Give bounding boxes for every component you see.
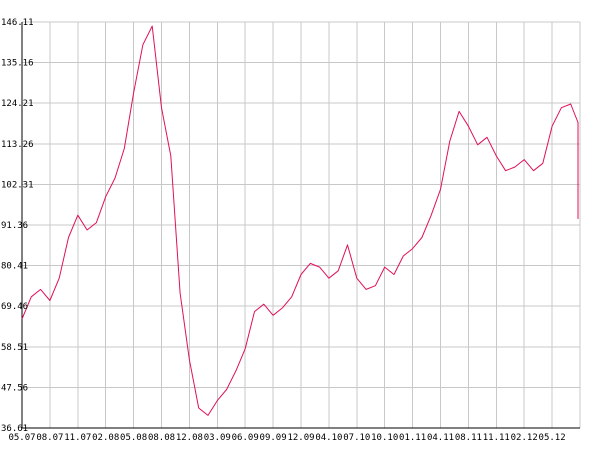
x-tick-label: 02.08 [92,433,119,443]
x-tick-label: 12.09 [287,433,314,443]
y-tick-label: 124.21 [1,99,34,109]
y-tick-label: 135.16 [1,59,34,69]
x-tick-label: 03.09 [204,433,231,443]
x-tick-label: 01.11 [399,433,426,443]
x-tick-label: 02.12 [511,433,538,443]
y-tick-label: 36.61 [1,424,28,434]
y-tick-label: 113.26 [1,140,34,150]
x-tick-label: 05.08 [120,433,147,443]
x-tick-label: 06.09 [232,433,259,443]
x-tick-label: 08.07 [36,433,63,443]
x-tick-label: 12.08 [176,433,203,443]
series-line-0 [21,25,579,416]
x-tick-label: 04.10 [315,433,342,443]
x-tick-label: 11.11 [483,433,510,443]
x-tick-label: 08.08 [148,433,175,443]
x-tick-label: 07.10 [343,433,370,443]
y-tick-labels: 36.61 47.56 58.51 69.46 80.41 91.36 102.31 113.… [1,18,34,434]
x-tick-label: 08.11 [455,433,482,443]
x-tick-label: 04.11 [427,433,454,443]
y-tick-label: 80.41 [1,262,28,272]
x-tick-label: 09.09 [260,433,287,443]
axes [21,22,580,429]
x-tick-label: 10.10 [371,433,398,443]
y-tick-label: 146.11 [1,18,34,28]
grid-lines [21,21,581,428]
x-tick-labels: 05.07 08.07 11.07 02.08 05.08 08.08 12.08 03.09… [8,433,565,443]
y-tick-label: 58.51 [1,343,28,353]
x-tick-label: 05.12 [539,433,566,443]
y-tick-label: 91.36 [1,221,28,231]
y-tick-label: 47.56 [1,383,28,393]
y-tick-label: 69.46 [1,302,28,312]
y-tick-label: 102.31 [1,180,34,190]
x-tick-label: 05.07 [8,433,35,443]
x-tick-label: 11.07 [64,433,91,443]
series-layer [21,25,579,416]
